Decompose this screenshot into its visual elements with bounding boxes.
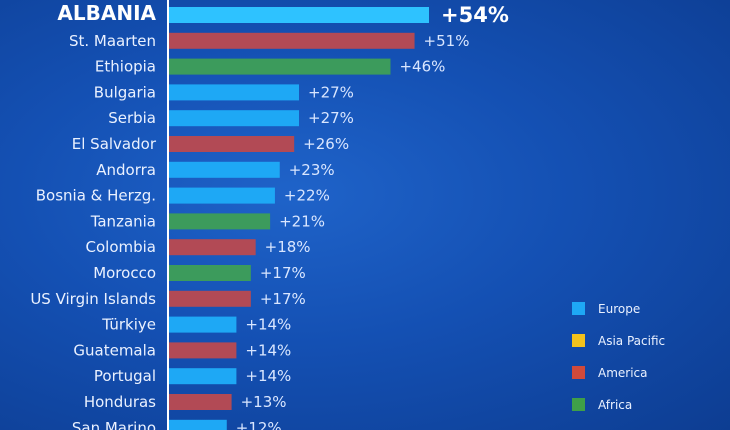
category-label-9: Colombia — [86, 238, 157, 256]
bars-group: ALBANIA +54% St. Maarten +51% Ethiopia +46% Bu… — [30, 1, 509, 430]
legend-swatch-0 — [572, 302, 585, 315]
category-label-5: El Salvador — [72, 135, 157, 153]
value-label-4: +27% — [308, 109, 354, 127]
category-label-4: Serbia — [108, 109, 156, 127]
bar-1 — [169, 32, 415, 49]
legend-label-1: Asia Pacific — [598, 334, 665, 348]
category-label-10: Morocco — [93, 264, 156, 282]
bar-2 — [169, 58, 391, 75]
category-label-12: Türkiye — [101, 316, 156, 334]
category-label-7: Bosnia & Herzg. — [36, 187, 156, 205]
bar-13 — [169, 342, 237, 359]
legend-swatch-2 — [572, 366, 585, 379]
category-label-15: Honduras — [84, 393, 156, 411]
value-label-0: +54% — [441, 3, 509, 27]
category-label-16: San Marino — [72, 419, 156, 430]
legend-label-0: Europe — [598, 302, 640, 316]
legend-label-2: America — [598, 366, 648, 380]
value-label-16: +12% — [236, 419, 282, 430]
bar-3 — [169, 84, 299, 101]
bar-0 — [169, 7, 429, 23]
value-label-8: +21% — [279, 212, 325, 230]
bar-15 — [169, 394, 232, 410]
bar-8 — [169, 213, 271, 230]
category-label-3: Bulgaria — [94, 83, 156, 101]
category-label-14: Portugal — [94, 367, 156, 385]
legend-label-3: Africa — [598, 398, 632, 412]
bar-16 — [169, 419, 227, 430]
bar-7 — [169, 187, 275, 204]
value-label-6: +23% — [289, 161, 335, 179]
value-label-5: +26% — [303, 135, 349, 153]
value-label-7: +22% — [284, 187, 330, 205]
value-label-2: +46% — [399, 58, 445, 76]
bar-4 — [169, 110, 299, 127]
bar-11 — [169, 290, 251, 307]
value-label-15: +13% — [241, 393, 287, 411]
category-label-0: ALBANIA — [57, 1, 156, 25]
bar-14 — [169, 368, 237, 385]
value-label-10: +17% — [260, 264, 306, 282]
value-label-11: +17% — [260, 290, 306, 308]
legend-swatch-3 — [572, 398, 585, 411]
bar-12 — [169, 316, 237, 333]
value-label-3: +27% — [308, 83, 354, 101]
category-label-11: US Virgin Islands — [30, 290, 156, 308]
category-label-2: Ethiopia — [95, 58, 156, 76]
value-label-14: +14% — [245, 367, 291, 385]
legend-swatch-1 — [572, 334, 585, 347]
category-label-8: Tanzania — [90, 212, 156, 230]
bar-10 — [169, 265, 251, 281]
bar-6 — [169, 161, 280, 178]
value-label-9: +18% — [265, 238, 311, 256]
value-label-1: +51% — [424, 32, 470, 50]
category-label-13: Guatemala — [73, 341, 156, 359]
value-label-12: +14% — [245, 316, 291, 334]
bar-9 — [169, 239, 256, 256]
bar-5 — [169, 136, 295, 152]
category-label-1: St. Maarten — [69, 32, 156, 50]
value-label-13: +14% — [245, 341, 291, 359]
category-label-6: Andorra — [96, 161, 156, 179]
